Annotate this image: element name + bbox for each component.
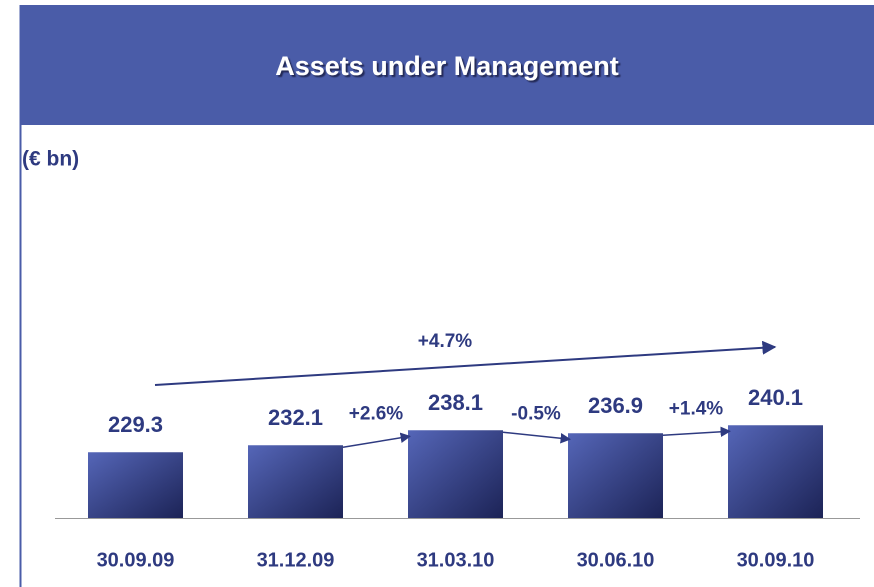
bar	[248, 445, 343, 518]
value-label: 229.3	[108, 412, 163, 437]
bar	[568, 433, 663, 518]
step-label: -0.5%	[511, 403, 561, 424]
x-tick-label: 31.12.09	[257, 549, 335, 571]
bar	[88, 452, 183, 518]
header-band	[20, 5, 874, 125]
value-label: 232.1	[268, 405, 323, 430]
bar	[728, 425, 823, 518]
x-tick-label: 31.03.10	[417, 549, 495, 571]
step-label: +2.6%	[349, 403, 404, 424]
growth-label: +4.7%	[418, 331, 473, 352]
value-label: 240.1	[748, 385, 803, 410]
value-label: 238.1	[428, 390, 483, 415]
x-tick-label: 30.09.09	[97, 549, 175, 571]
value-label: 236.9	[588, 393, 643, 418]
step-label: +1.4%	[669, 398, 724, 419]
growth-arrow	[154, 340, 777, 386]
bar	[408, 430, 503, 518]
step-arrow	[662, 426, 732, 438]
step-arrow	[502, 431, 572, 444]
unit-label: (€ bn)	[22, 148, 79, 171]
x-tick-label: 30.09.10	[737, 549, 815, 571]
x-tick-label: 30.06.10	[577, 549, 655, 571]
step-arrow	[342, 432, 412, 448]
chart-title: Assets under Management	[275, 51, 619, 81]
